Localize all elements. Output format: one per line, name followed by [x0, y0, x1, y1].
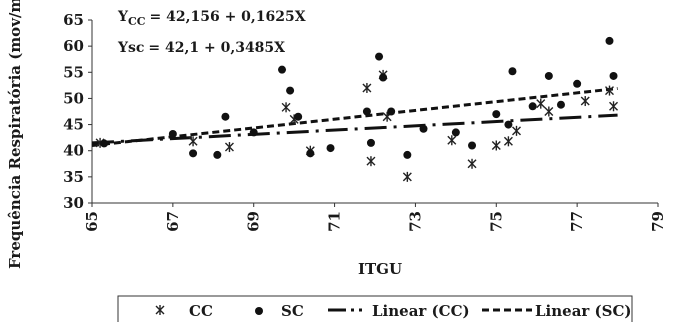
legend: CC SC Linear (CC) Linear (SC) [117, 295, 633, 322]
x-tick-label: 71 [326, 211, 344, 232]
y-tick-label: 30 [63, 194, 84, 212]
data-point-sc [468, 141, 477, 150]
x-tick-label: 79 [649, 211, 667, 232]
y-tick-label: 55 [63, 63, 84, 81]
equation-sc: Ysc = 42,1 + 0,3485X [117, 40, 285, 56]
legend-marker-cc [155, 305, 165, 315]
data-points [95, 36, 619, 182]
data-point-cc [281, 102, 291, 113]
plot-axes: 30 35 40 45 50 55 60 65 65 67 69 71 73 75 77 79 [63, 11, 667, 232]
data-point-sc [221, 112, 230, 121]
data-point-sc [508, 67, 517, 76]
data-point-sc [294, 112, 303, 121]
data-point-sc [573, 79, 582, 88]
legend-item-sc: SC [255, 302, 304, 320]
data-point-sc [326, 144, 335, 153]
trendline-linear-cc [91, 113, 618, 145]
data-point-sc [306, 149, 315, 158]
x-tick-label: 73 [406, 211, 424, 232]
data-point-sc [528, 102, 537, 111]
data-point-sc [286, 86, 295, 95]
data-point-cc [224, 142, 234, 153]
data-point-sc [168, 129, 177, 138]
data-point-sc [387, 107, 396, 116]
data-point-cc [402, 171, 412, 182]
legend-label-linear-sc: Linear (SC) [535, 302, 632, 320]
data-point-cc [503, 136, 513, 147]
data-point-sc [504, 120, 513, 129]
data-point-cc [362, 82, 372, 93]
data-point-sc [403, 150, 412, 159]
data-point-sc [556, 100, 565, 109]
data-point-cc [447, 135, 457, 146]
data-point-sc [492, 110, 501, 119]
regression-equations: YCC = 42,156 + 0,1625X Ysc = 42,1 + 0,3485… [117, 9, 306, 56]
x-tick-label: 65 [83, 211, 101, 232]
legend-label-cc: CC [189, 302, 213, 320]
y-tick-label: 40 [63, 142, 84, 160]
x-tick-label: 75 [487, 211, 505, 232]
legend-label-linear-cc: Linear (CC) [372, 302, 470, 320]
data-point-sc [366, 138, 375, 147]
data-point-sc [609, 71, 618, 80]
data-point-sc [544, 71, 553, 80]
data-point-cc [580, 96, 590, 107]
x-tick-label: 69 [245, 211, 263, 232]
data-point-sc [189, 149, 198, 158]
legend-label-sc: SC [281, 302, 304, 320]
y-tick-label: 60 [63, 37, 84, 55]
legend-item-linear-sc: Linear (SC) [482, 302, 632, 320]
y-tick-label: 45 [63, 116, 84, 134]
data-point-cc [366, 156, 376, 167]
data-point-sc [278, 65, 287, 74]
y-tick-label: 65 [63, 11, 84, 29]
data-point-cc [467, 158, 477, 169]
data-point-sc [419, 124, 428, 133]
data-point-sc [375, 52, 384, 61]
legend-item-linear-cc: Linear (CC) [328, 302, 470, 320]
data-point-cc [512, 125, 521, 136]
y-tick-label: 50 [63, 89, 84, 107]
data-point-sc [379, 73, 388, 82]
legend-item-cc: CC [155, 302, 213, 320]
equation-cc: YCC = 42,156 + 0,1625X [117, 9, 306, 28]
data-point-cc [188, 136, 198, 147]
y-tick-label: 35 [63, 168, 84, 186]
data-point-cc [609, 101, 619, 112]
data-point-cc [604, 85, 614, 96]
trendline-linear-sc [91, 87, 618, 147]
y-axis-title: Frequência Respiratória (mov/min) [6, 0, 24, 269]
data-point-sc [605, 36, 614, 45]
x-axis-title: ITGU [358, 260, 402, 278]
data-point-sc [362, 107, 371, 116]
legend-box [117, 295, 633, 322]
data-point-cc [491, 140, 501, 151]
data-point-sc [213, 150, 222, 159]
data-point-cc [544, 106, 554, 117]
data-point-sc [100, 139, 109, 148]
trendlines [91, 87, 618, 147]
legend-marker-sc [255, 307, 263, 315]
x-tick-label: 67 [164, 211, 182, 232]
data-point-sc [451, 128, 460, 137]
data-point-cc [536, 98, 546, 109]
x-tick-label: 77 [568, 211, 586, 232]
data-point-sc [249, 128, 258, 137]
